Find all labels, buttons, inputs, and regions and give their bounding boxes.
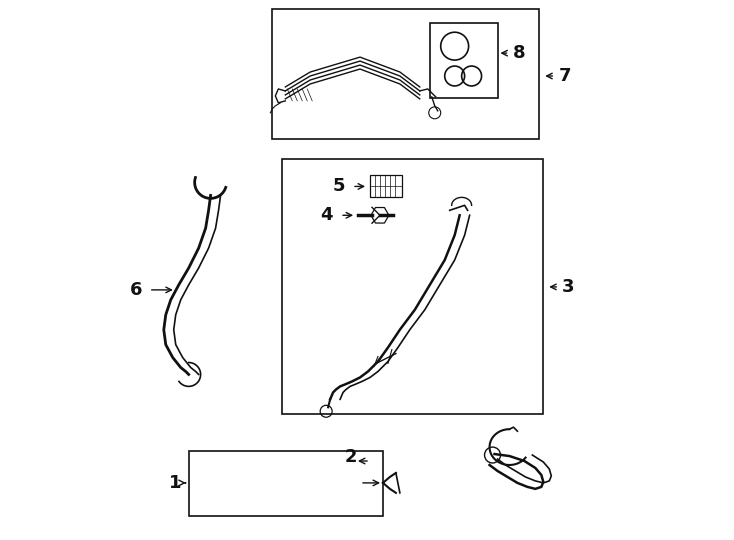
Text: 3: 3: [562, 278, 575, 296]
Text: 7: 7: [559, 67, 571, 85]
Text: 4: 4: [321, 206, 333, 224]
Text: 5: 5: [333, 178, 345, 195]
Text: 8: 8: [512, 44, 525, 62]
Text: 6: 6: [131, 281, 143, 299]
Text: 1: 1: [170, 474, 182, 492]
Text: 2: 2: [345, 448, 357, 466]
